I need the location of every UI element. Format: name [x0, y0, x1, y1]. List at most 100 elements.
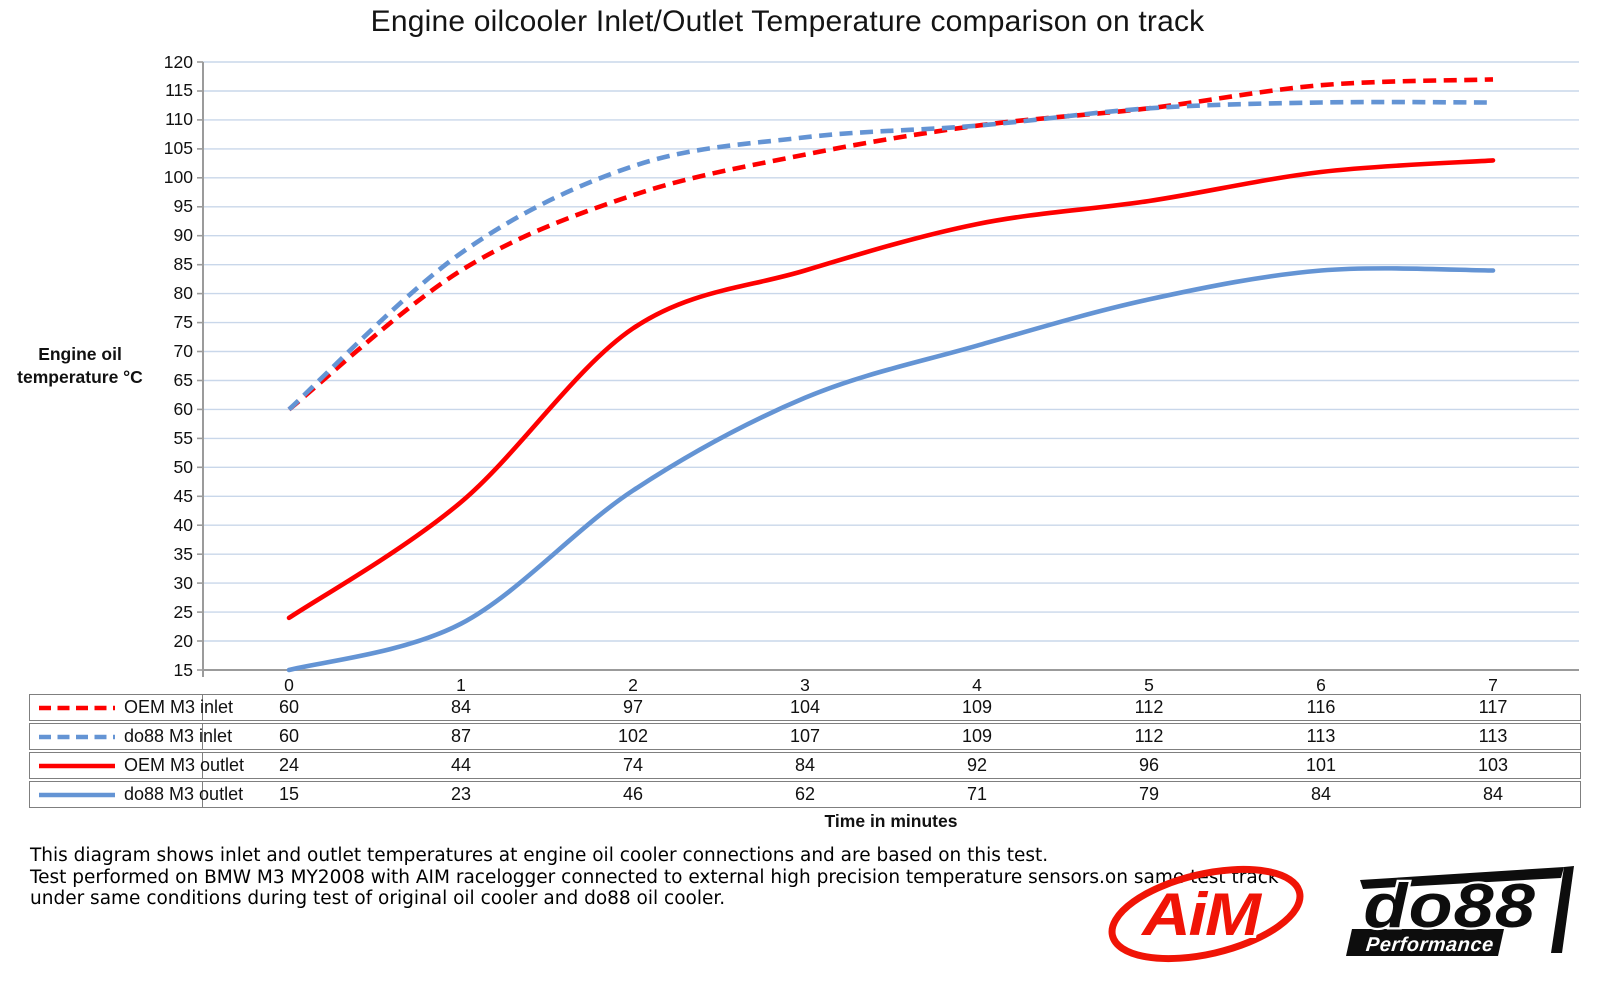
table-value-cell: 84	[794, 755, 816, 775]
do88-logo: do88 Performance	[1346, 866, 1574, 956]
table-value-cell: 101	[1305, 755, 1337, 775]
table-value-cell: 15	[278, 784, 300, 804]
legend-label: do88 M3 inlet	[124, 726, 233, 746]
table-row: OEM M3 inlet 60 84 97 104 109 112 116 117	[29, 694, 1581, 721]
table-value-cell: 24	[278, 755, 300, 775]
table-value-cell: 44	[450, 755, 472, 775]
y-axis-title: Engine oil temperature °C	[17, 344, 143, 387]
data-table: OEM M3 inlet 60 84 97 104 109 112 116 117 do88 M3…	[29, 694, 1581, 810]
y-tick-label: 30	[173, 572, 193, 593]
y-tick-label: 55	[173, 427, 193, 448]
do88-logo-subtext: Performance	[1365, 934, 1495, 956]
y-tick-label: 25	[173, 601, 193, 622]
table-value-cell: 84	[1310, 784, 1332, 804]
do88-logo-text: do88	[1364, 872, 1536, 941]
table-value-cell: 109	[961, 726, 993, 746]
legend-label: OEM M3 outlet	[124, 755, 245, 775]
legend-cell: do88 M3 inlet	[30, 724, 232, 749]
legend-label: OEM M3 inlet	[124, 697, 234, 717]
aim-logo: AiM	[1108, 865, 1304, 963]
table-value-cell: 84	[450, 697, 472, 717]
legend-cell: OEM M3 inlet	[30, 695, 233, 720]
y-tick-label: 95	[173, 196, 193, 217]
do88-logo-right-bar	[1551, 866, 1574, 953]
y-tick-label: 40	[173, 514, 193, 535]
table-value-cell: 87	[450, 726, 472, 746]
x-tick-label: 3	[800, 675, 810, 695]
table-row: OEM M3 outlet 24 44 74 84 92 96 101 103	[29, 752, 1581, 779]
table-value-cell: 116	[1306, 697, 1336, 717]
table-value-cell: 113	[1306, 726, 1336, 746]
y-tick-label: 90	[173, 225, 193, 246]
footer-description: This diagram shows inlet and outlet temp…	[30, 845, 1330, 910]
x-tick-label: 1	[456, 675, 466, 695]
legend-cell: OEM M3 outlet	[30, 753, 244, 778]
table-value-cell: 60	[278, 697, 300, 717]
legend-cell: do88 M3 outlet	[30, 782, 243, 807]
do88-logo-bottom-bar	[1346, 929, 1504, 956]
series-line-do88-m3-outlet	[286, 266, 1496, 673]
y-tick-label: 45	[173, 485, 193, 506]
y-tick-label: 85	[173, 254, 193, 275]
y-tick-label: 35	[173, 543, 193, 564]
x-tick-label: 5	[1144, 675, 1154, 695]
table-value-cell: 113	[1478, 726, 1508, 746]
y-tick-label: 80	[173, 283, 193, 304]
y-tick-label: 50	[173, 456, 193, 477]
table-value-cell: 102	[617, 726, 649, 746]
table-row: do88 M3 outlet 15 23 46 62 71 79 84 84	[29, 781, 1581, 808]
y-tick-label: 20	[173, 630, 193, 651]
x-tick-label: 7	[1488, 675, 1498, 695]
do88-logo-top-bar	[1360, 867, 1564, 889]
series-line-do88-m3-inlet	[287, 99, 1494, 412]
table-value-cell: 107	[789, 726, 821, 746]
table-value-cell: 112	[1134, 726, 1164, 746]
table-value-cell: 109	[961, 697, 993, 717]
legend-line-swatch	[39, 734, 115, 739]
table-value-cell: 23	[450, 784, 472, 804]
y-tick-label: 115	[165, 80, 193, 101]
y-tick-label: 70	[173, 341, 193, 362]
footer-line-1: This diagram shows inlet and outlet temp…	[30, 845, 1049, 866]
table-value-cell: 62	[794, 784, 816, 804]
table-value-cell: 92	[966, 755, 988, 775]
series-line-oem-m3-inlet	[287, 77, 1494, 412]
table-value-cell: 96	[1138, 755, 1160, 775]
y-tick-label: 110	[165, 109, 193, 130]
y-tick-label: 65	[173, 369, 193, 390]
footer-line-3: under same conditions during test of ori…	[30, 888, 726, 909]
legend-line-swatch	[39, 792, 115, 797]
table-value-cell: 117	[1478, 697, 1508, 717]
aim-logo-ellipse	[1108, 865, 1304, 963]
table-value-cell: 79	[1138, 784, 1160, 804]
series-line-oem-m3-outlet	[286, 158, 1496, 621]
y-tick-label: 15	[173, 659, 193, 680]
x-tick-label: 4	[972, 675, 982, 695]
table-row: do88 M3 inlet 60 87 102 107 109 112 113 113	[29, 723, 1581, 750]
x-tick-label: 2	[628, 675, 638, 695]
y-tick-label: 120	[163, 51, 193, 72]
table-value-cell: 97	[622, 697, 644, 717]
table-value-cell: 60	[278, 726, 300, 746]
table-value-cell: 46	[622, 784, 644, 804]
table-value-cell: 84	[1482, 784, 1504, 804]
aim-logo-text: AiM	[1140, 881, 1263, 948]
y-tick-label: 105	[163, 138, 193, 159]
table-value-cell: 71	[966, 784, 988, 804]
table-value-cell: 112	[1134, 697, 1164, 717]
y-tick-label: 60	[173, 398, 193, 419]
y-tick-label: 75	[173, 312, 193, 333]
x-axis-title: Time in minutes	[824, 811, 958, 831]
legend-line-swatch	[39, 763, 115, 768]
legend-label: do88 M3 outlet	[124, 784, 244, 804]
chart-title: Engine oilcooler Inlet/Outlet Temperatur…	[370, 5, 1205, 38]
legend-line-swatch	[39, 705, 115, 710]
table-value-cell: 74	[622, 755, 644, 775]
table-value-cell: 104	[789, 697, 821, 717]
footer-line-2: Test performed on BMW M3 MY2008 with AIM…	[30, 866, 1279, 888]
x-tick-label: 6	[1316, 675, 1326, 695]
y-tick-label: 100	[163, 167, 193, 188]
table-value-cell: 103	[1477, 755, 1509, 775]
